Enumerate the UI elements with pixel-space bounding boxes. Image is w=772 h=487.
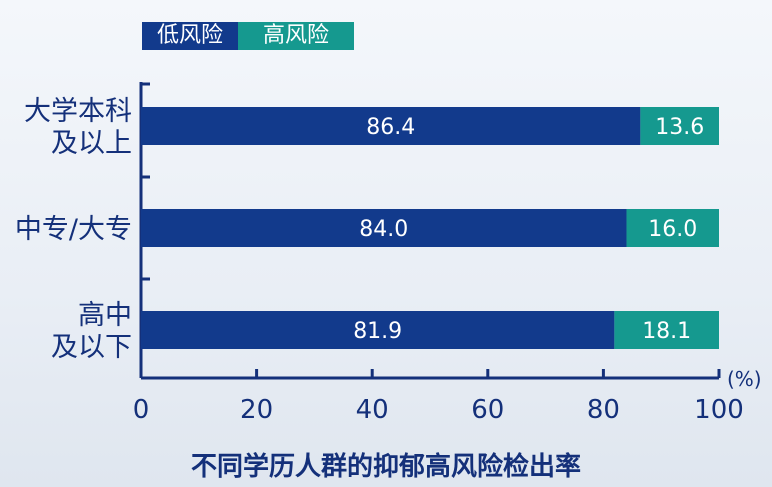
legend-high-risk: 高风险 bbox=[238, 22, 354, 50]
x-tick-label: 40 bbox=[356, 395, 389, 425]
category-label: 高中 bbox=[78, 300, 132, 331]
category-label: 及以下 bbox=[51, 332, 132, 363]
category-label: 大学本科 bbox=[24, 96, 132, 127]
data-label-low-risk: 81.9 bbox=[353, 319, 402, 344]
x-unit-label: (%) bbox=[727, 367, 762, 391]
bar-low-risk bbox=[141, 107, 641, 145]
x-tick-label: 20 bbox=[240, 395, 273, 425]
x-tick-label: 0 bbox=[133, 395, 150, 425]
data-label-high-risk: 16.0 bbox=[648, 217, 697, 242]
legend-low-risk: 低风险 bbox=[142, 22, 238, 50]
data-label-low-risk: 86.4 bbox=[366, 115, 415, 140]
x-tick-label: 100 bbox=[694, 395, 744, 425]
data-label-high-risk: 13.6 bbox=[655, 115, 704, 140]
data-label-high-risk: 18.1 bbox=[642, 319, 691, 344]
bar-high-risk bbox=[614, 311, 719, 349]
chart-title: 不同学历人群的抑郁高风险检出率 bbox=[190, 452, 581, 482]
data-label-low-risk: 84.0 bbox=[359, 217, 408, 242]
category-label: 及以上 bbox=[51, 128, 132, 159]
bar-low-risk bbox=[141, 209, 627, 247]
bar-low-risk bbox=[141, 311, 615, 349]
x-tick-label: 60 bbox=[471, 395, 504, 425]
bar-high-risk bbox=[640, 107, 719, 145]
x-tick-label: 80 bbox=[587, 395, 620, 425]
bar-high-risk bbox=[626, 209, 719, 247]
category-label: 中专/大专 bbox=[15, 214, 132, 245]
